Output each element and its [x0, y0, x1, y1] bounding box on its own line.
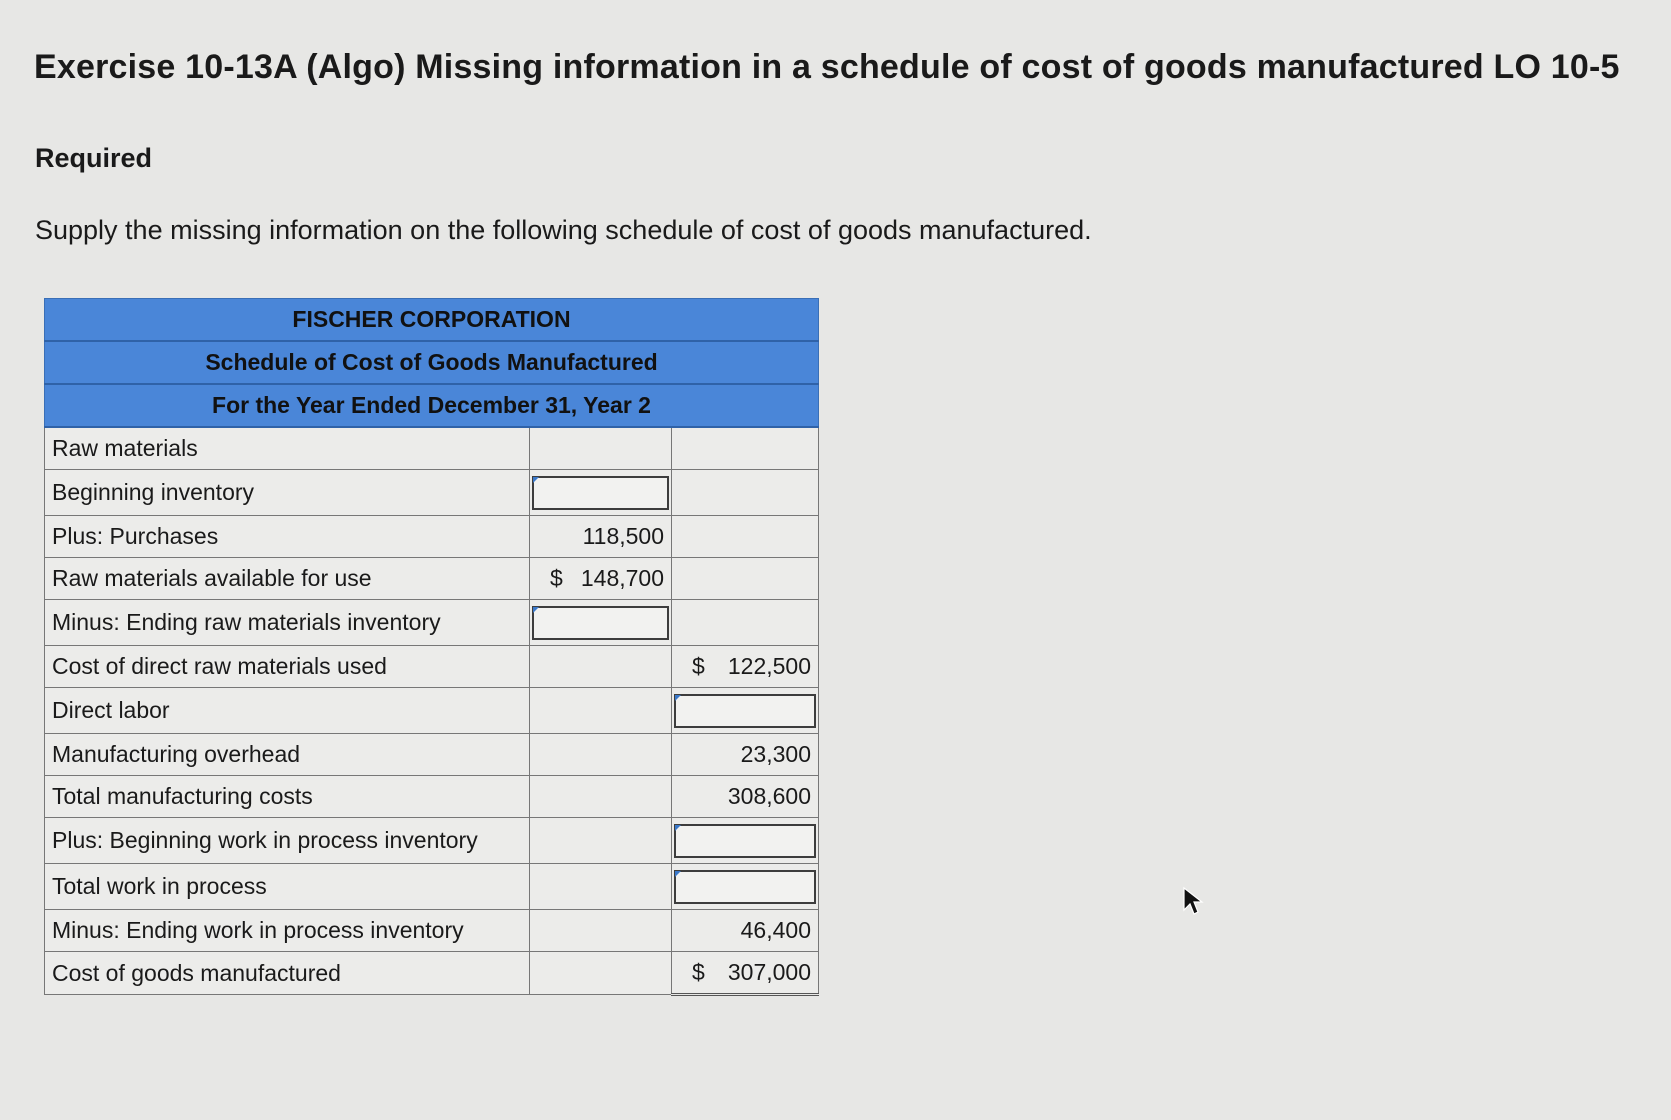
required-heading: Required — [35, 143, 153, 173]
row-label: Beginning inventory — [44, 469, 530, 516]
beginning-wip-input[interactable] — [674, 823, 816, 858]
row-label: Minus: Ending work in process inventory — [44, 909, 530, 952]
header-row-period: For the Year Ended December 31, Year 2 — [44, 383, 819, 428]
direct-labor-input[interactable] — [674, 693, 816, 728]
col2-value — [529, 775, 672, 818]
ending-raw-materials-input[interactable] — [532, 605, 669, 640]
row-label: Minus: Ending raw materials inventory — [44, 599, 530, 646]
row-label: Direct labor — [44, 687, 530, 734]
table-row: Beginning inventory — [44, 469, 819, 516]
table-row: Minus: Ending raw materials inventory — [44, 599, 819, 646]
table-row: Manufacturing overhead 23,300 — [44, 733, 819, 776]
cost-of-goods-schedule-table: FISCHER CORPORATION Schedule of Cost of … — [44, 298, 819, 996]
col3-value — [671, 557, 819, 600]
total-manufacturing-costs-value: 308,600 — [671, 775, 819, 818]
col2-value — [529, 909, 672, 952]
total-wip-input[interactable] — [674, 869, 816, 904]
beginning-wip-input-cell — [671, 817, 819, 864]
exercise-title: Exercise 10-13A (Algo) Missing informati… — [34, 48, 1620, 86]
col3-value — [671, 599, 819, 646]
col2-value — [529, 687, 672, 734]
cost-of-goods-manufactured-value: 307,000 — [727, 959, 811, 985]
row-label: Raw materials — [44, 426, 530, 470]
col2-value — [529, 951, 672, 995]
dollar-sign: $ — [692, 959, 705, 985]
col2-value — [529, 645, 672, 688]
dollar-sign: $ — [692, 653, 705, 679]
ending-wip-value: 46,400 — [671, 909, 819, 952]
col3-value — [671, 469, 819, 516]
table-row: Plus: Beginning work in process inventor… — [44, 817, 819, 864]
manufacturing-overhead-value: 23,300 — [671, 733, 819, 776]
company-name: FISCHER CORPORATION — [44, 298, 819, 342]
col2-value — [529, 426, 672, 470]
header-row-company: FISCHER CORPORATION — [44, 298, 819, 342]
col2-value — [529, 733, 672, 776]
table-row: Cost of direct raw materials used $ 122,… — [44, 645, 819, 688]
row-label: Cost of direct raw materials used — [44, 645, 530, 688]
col3-value — [671, 515, 819, 558]
beginning-raw-materials-input[interactable] — [532, 475, 669, 510]
cost-of-goods-manufactured-cell: $ 307,000 — [671, 951, 819, 996]
row-label: Plus: Beginning work in process inventor… — [44, 817, 530, 864]
table-row: Direct labor — [44, 687, 819, 734]
table-row: Cost of goods manufactured $ 307,000 — [44, 951, 819, 996]
col2-value — [529, 817, 672, 864]
table-row: Total work in process — [44, 863, 819, 910]
direct-materials-used-cell: $ 122,500 — [671, 645, 819, 688]
table-row: Raw materials — [44, 426, 819, 470]
row-label: Total manufacturing costs — [44, 775, 530, 818]
raw-materials-available-value: 148,700 — [580, 565, 664, 591]
row-label: Plus: Purchases — [44, 515, 530, 558]
table-row: Total manufacturing costs 308,600 — [44, 775, 819, 818]
col2-value — [529, 863, 672, 910]
row-label: Total work in process — [44, 863, 530, 910]
row-label: Raw materials available for use — [44, 557, 530, 600]
row-label: Cost of goods manufactured — [44, 951, 530, 995]
table-row: Plus: Purchases 118,500 — [44, 515, 819, 558]
purchases-value: 118,500 — [529, 515, 672, 558]
statement-period: For the Year Ended December 31, Year 2 — [44, 383, 819, 428]
direct-materials-used-value: 122,500 — [727, 653, 811, 679]
raw-materials-available-cell: $ 148,700 — [529, 557, 672, 600]
header-row-statement: Schedule of Cost of Goods Manufactured — [44, 340, 819, 385]
statement-name: Schedule of Cost of Goods Manufactured — [44, 340, 819, 385]
instruction-text: Supply the missing information on the fo… — [35, 215, 1092, 245]
ending-raw-materials-input-cell — [529, 599, 672, 646]
table-row: Raw materials available for use $ 148,70… — [44, 557, 819, 600]
row-label: Manufacturing overhead — [44, 733, 530, 776]
beginning-raw-materials-input-cell — [529, 469, 672, 516]
table-row: Minus: Ending work in process inventory … — [44, 909, 819, 952]
total-wip-input-cell — [671, 863, 819, 910]
col3-value — [671, 426, 819, 470]
direct-labor-input-cell — [671, 687, 819, 734]
dollar-sign: $ — [550, 565, 563, 591]
